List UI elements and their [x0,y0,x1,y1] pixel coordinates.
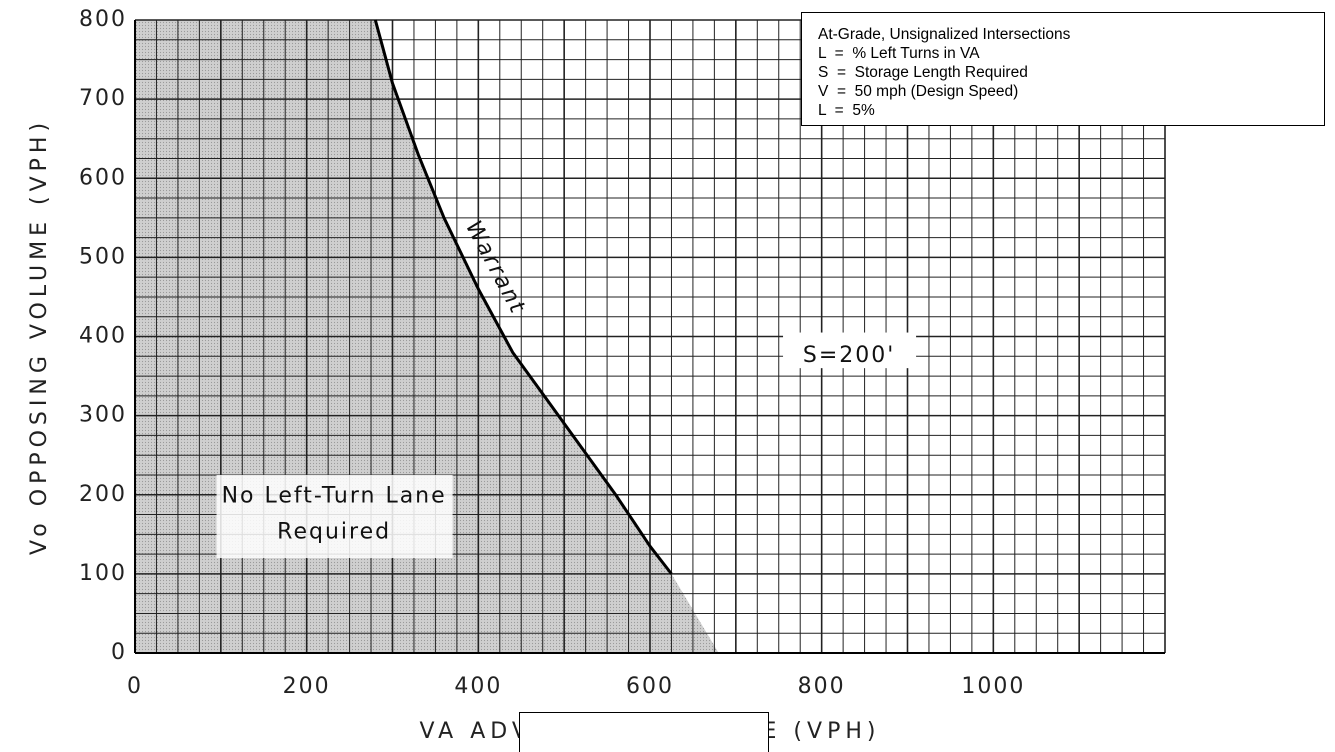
warrant-curve [373,19,673,575]
x-tick-label: 200 [283,674,331,699]
no-lane-label-line2: Required [277,519,391,544]
notes-line-title: At-Grade, Unsignalized Intersections [818,26,1071,43]
x-tick-label: 400 [454,674,502,699]
no-lane-label-line1: No Left-Turn Lane [222,484,447,509]
x-tick-label: 1000 [961,674,1025,699]
storage-length-label: S=200' [803,343,895,368]
notes-box: At-Grade, Unsignalized Intersections L =… [801,12,1325,126]
blank-caption-box [519,712,769,752]
y-tick-label: 300 [79,403,127,428]
storage-label-background [783,332,917,369]
y-tick-label: 200 [79,482,127,507]
y-axis-title: Vo OPPOSING VOLUME (VPH) [27,118,52,555]
y-tick-label: 0 [111,640,127,665]
y-tick-label: 500 [79,244,127,269]
notes-line-l-value: L = 5% [818,102,875,119]
y-tick-label: 400 [79,324,127,349]
notes-line-s-definition: S = Storage Length Required [818,64,1028,81]
notes-line-v-definition: V = 50 mph (Design Speed) [818,83,1019,100]
y-tick-label: 700 [79,86,127,111]
y-tick-label: 800 [79,7,127,32]
x-tick-label: 800 [798,674,846,699]
no-lane-label-background [216,474,453,559]
notes-line-l-definition: L = % Left Turns in VA [818,45,980,62]
x-tick-label: 600 [626,674,674,699]
y-tick-label: 600 [79,165,127,190]
y-tick-label: 100 [79,561,127,586]
x-tick-label: 0 [127,674,143,699]
